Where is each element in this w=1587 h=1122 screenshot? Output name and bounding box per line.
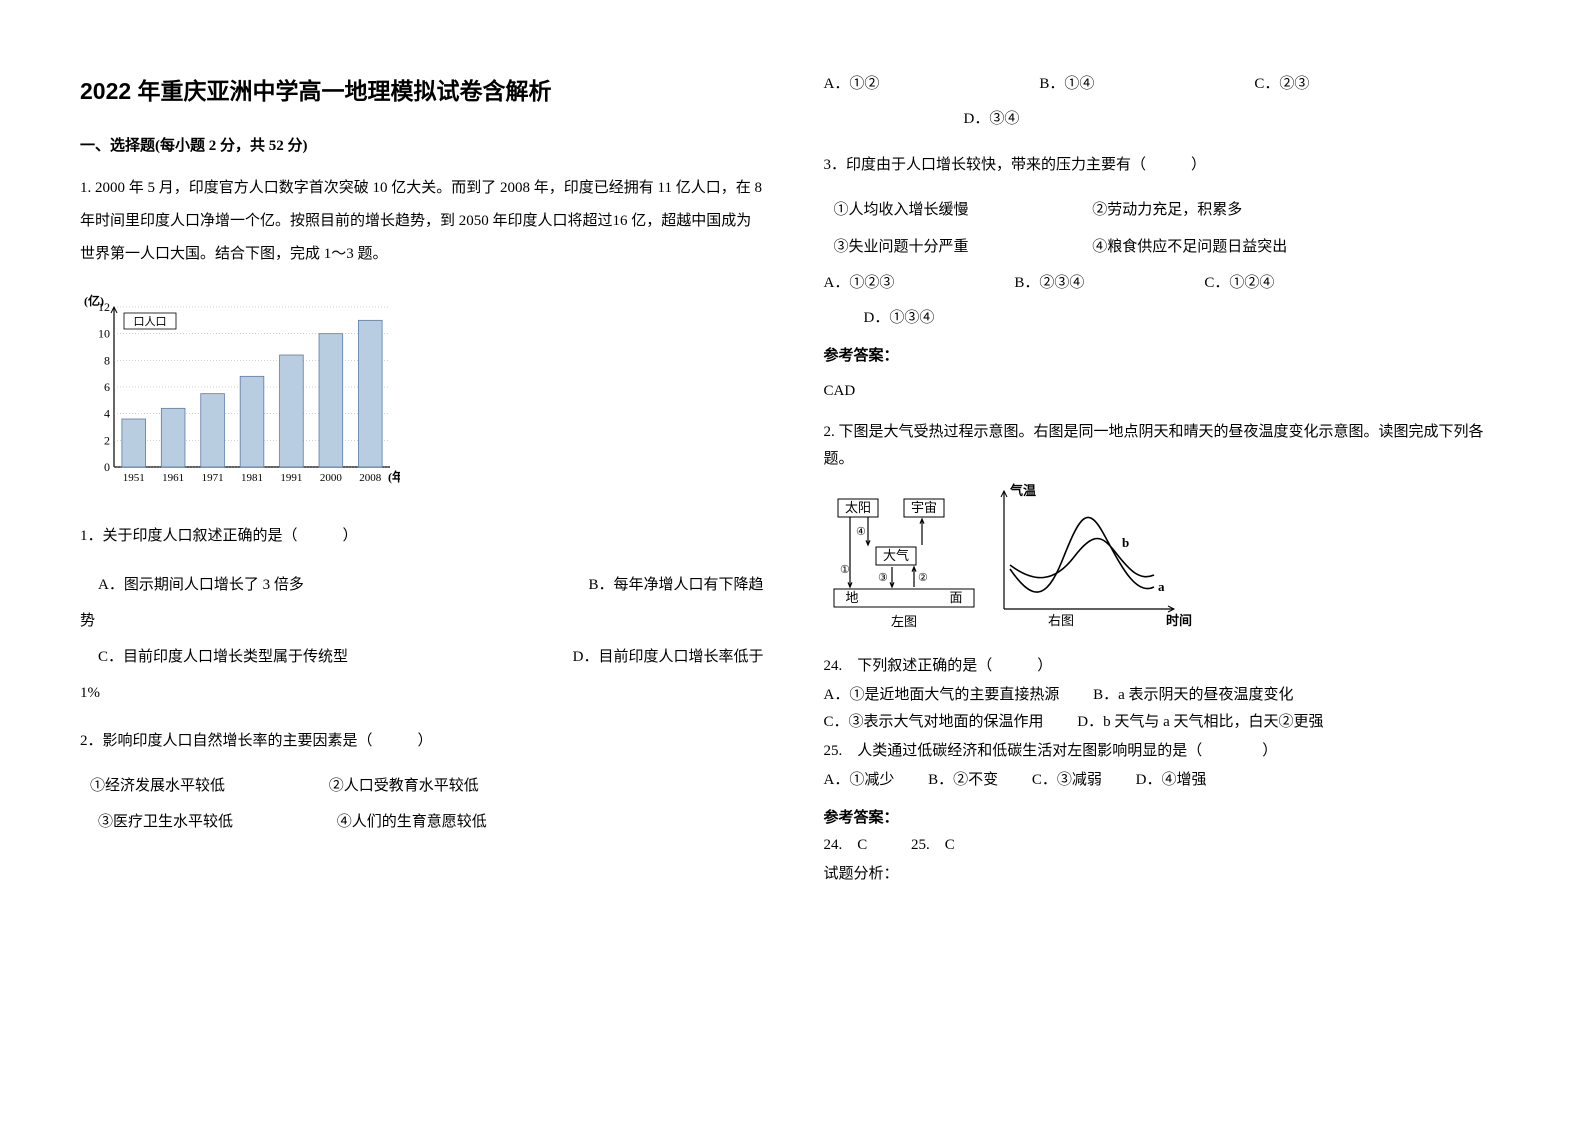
q2-options-row: A．①② B．①④ C．②③ <box>824 70 1508 99</box>
atmosphere-diagram: 太阳 宇宙大气地 面 ① ④ ② ③ 左图 气温时间 a b 右图 <box>824 481 1508 647</box>
q24-opt-d: D．b 天气与 a 天气相比，白天②更强 <box>1077 714 1323 730</box>
q25-stem: 25. 人类通过低碳经济和低碳生活对左图影响明显的是（ ） <box>824 738 1508 765</box>
q1-intro: 1. 2000 年 5 月，印度官方人口数字首次突破 10 亿大关。而到了 20… <box>80 172 764 271</box>
svg-text:宇宙: 宇宙 <box>910 500 936 515</box>
q1-opt-d-wrap: 1% <box>80 675 764 711</box>
population-bar-chart: (亿)0246810121951196119711981199120002008… <box>80 291 764 502</box>
q25-opt-d: D．④增强 <box>1136 772 1207 788</box>
q2-sub-row2: ③医疗卫生水平较低 ④人们的生育意愿较低 <box>80 808 764 837</box>
q25-opt-b: B．②不变 <box>928 772 998 788</box>
svg-text:6: 6 <box>104 380 110 394</box>
q2-sub4: ④人们的生育意愿较低 <box>337 808 487 837</box>
q24-options: A．①是近地面大气的主要直接热源 B．a 表示阴天的昼夜温度变化 C．③表示大气… <box>824 682 1508 736</box>
right-column: A．①② B．①④ C．②③ D．③④ 3．印度由于人口增长较快，带来的压力主要… <box>824 70 1508 1082</box>
svg-text:时间: 时间 <box>1166 613 1192 628</box>
q3-sub1: ①人均收入增长缓慢 <box>834 196 969 225</box>
svg-text:b: b <box>1122 535 1129 550</box>
svg-text:2: 2 <box>104 434 110 448</box>
q3-stem: 3．印度由于人口增长较快，带来的压力主要有（ ） <box>824 149 1508 182</box>
q3-opt-c: C．①②④ <box>1204 269 1274 298</box>
q1-opt-b: B．每年净增人口有下降趋 <box>588 567 763 603</box>
svg-text:②: ② <box>918 572 928 584</box>
q1-opt-a: A．图示期间人口增长了 3 倍多 <box>98 577 304 593</box>
svg-text:气温: 气温 <box>1010 483 1036 498</box>
svg-text:面: 面 <box>949 590 962 605</box>
svg-text:4: 4 <box>104 407 110 421</box>
svg-text:大气: 大气 <box>882 548 908 563</box>
q2-opt-d: D．③④ <box>964 105 1508 134</box>
svg-text:8: 8 <box>104 354 110 368</box>
svg-text:1971: 1971 <box>202 472 224 484</box>
q3-sub-row2: ③失业问题十分严重 ④粮食供应不足问题日益突出 <box>824 233 1508 262</box>
q3-sub-row1: ①人均收入增长缓慢 ②劳动力充足，积累多 <box>824 196 1508 225</box>
q2-opt-a: A．①② <box>824 70 880 99</box>
svg-text:12: 12 <box>98 300 110 314</box>
left-column: 2022 年重庆亚洲中学高一地理模拟试卷含解析 一、选择题(每小题 2 分，共 … <box>80 70 764 1082</box>
svg-text:a: a <box>1158 579 1165 594</box>
q2-sub1: ①经济发展水平较低 <box>90 772 225 801</box>
q1-stem: 1．关于印度人口叙述正确的是（ ） <box>80 520 764 553</box>
q24-opt-c: C．③表示大气对地面的保温作用 <box>824 714 1044 730</box>
q25-opt-c: C．③减弱 <box>1032 772 1102 788</box>
svg-text:太阳: 太阳 <box>844 500 870 515</box>
q1-options: A．图示期间人口增长了 3 倍多 B．每年净增人口有下降趋 势 C．目前印度人口… <box>80 567 764 711</box>
answer-label-1: 参考答案： <box>824 342 1508 371</box>
svg-text:10: 10 <box>98 327 110 341</box>
q25-opt-a: A．①减少 <box>824 772 895 788</box>
svg-text:0: 0 <box>104 460 110 474</box>
page-title: 2022 年重庆亚洲中学高一地理模拟试卷含解析 <box>80 70 764 114</box>
ans-25: 25. C <box>911 837 955 853</box>
svg-text:口人口: 口人口 <box>134 315 167 328</box>
svg-text:①: ① <box>840 564 850 576</box>
svg-text:(年): (年) <box>388 469 400 484</box>
ans-24: 24. C <box>824 837 868 853</box>
q2-opt-c: C．②③ <box>1254 70 1309 99</box>
q3-options-row: A．①②③ B．②③④ C．①②④ <box>824 269 1508 298</box>
q2-sub-row1: ①经济发展水平较低 ②人口受教育水平较低 <box>80 772 764 801</box>
q3-sub4: ④粮食供应不足问题日益突出 <box>1092 233 1287 262</box>
q1-opt-c: C．目前印度人口增长类型属于传统型 <box>98 649 348 665</box>
q24-stem: 24. 下列叙述正确的是（ ） <box>824 653 1508 680</box>
svg-text:1981: 1981 <box>241 472 263 484</box>
svg-text:2008: 2008 <box>359 472 382 484</box>
q3-opt-d: D．①③④ <box>864 304 1508 333</box>
svg-text:④: ④ <box>856 526 866 538</box>
q24-opt-b: B．a 表示阴天的昼夜温度变化 <box>1093 687 1293 703</box>
diagram-svg: 太阳 宇宙大气地 面 ① ④ ② ③ 左图 气温时间 a b 右图 <box>824 481 1194 636</box>
svg-text:2000: 2000 <box>320 472 343 484</box>
answer-label-2: 参考答案： <box>824 804 1508 833</box>
q-block2-intro: 2. 下图是大气受热过程示意图。右图是同一地点阴天和晴天的昼夜温度变化示意图。读… <box>824 419 1508 473</box>
q2-sub2: ②人口受教育水平较低 <box>329 772 479 801</box>
q2-opt-b: B．①④ <box>1039 70 1094 99</box>
q2-sub3: ③医疗卫生水平较低 <box>98 808 233 837</box>
bar-chart-svg: (亿)0246810121951196119711981199120002008… <box>80 291 400 491</box>
svg-text:1951: 1951 <box>123 472 145 484</box>
q24-opt-a: A．①是近地面大气的主要直接热源 <box>824 687 1060 703</box>
svg-text:地: 地 <box>845 590 858 605</box>
q1-opt-d: D．目前印度人口增长率低于 <box>573 639 764 675</box>
q25-options: A．①减少 B．②不变 C．③减弱 D．④增强 <box>824 767 1508 794</box>
q1-opt-b-wrap: 势 <box>80 603 764 639</box>
svg-text:1991: 1991 <box>280 472 302 484</box>
svg-text:右图: 右图 <box>1048 613 1074 628</box>
analysis-label: 试题分析： <box>824 861 1508 888</box>
q3-sub2: ②劳动力充足，积累多 <box>1092 196 1242 225</box>
answer-2: 24. C 25. C <box>824 832 1508 859</box>
section-title: 一、选择题(每小题 2 分，共 52 分) <box>80 132 764 161</box>
svg-text:左图: 左图 <box>890 614 916 629</box>
q2-stem: 2．影响印度人口自然增长率的主要因素是（ ） <box>80 725 764 758</box>
answer-1: CAD <box>824 377 1508 406</box>
q3-opt-b: B．②③④ <box>1014 269 1084 298</box>
q3-opt-a: A．①②③ <box>824 269 895 298</box>
q3-sub3: ③失业问题十分严重 <box>834 233 969 262</box>
svg-text:③: ③ <box>878 572 888 584</box>
svg-text:1961: 1961 <box>162 472 184 484</box>
